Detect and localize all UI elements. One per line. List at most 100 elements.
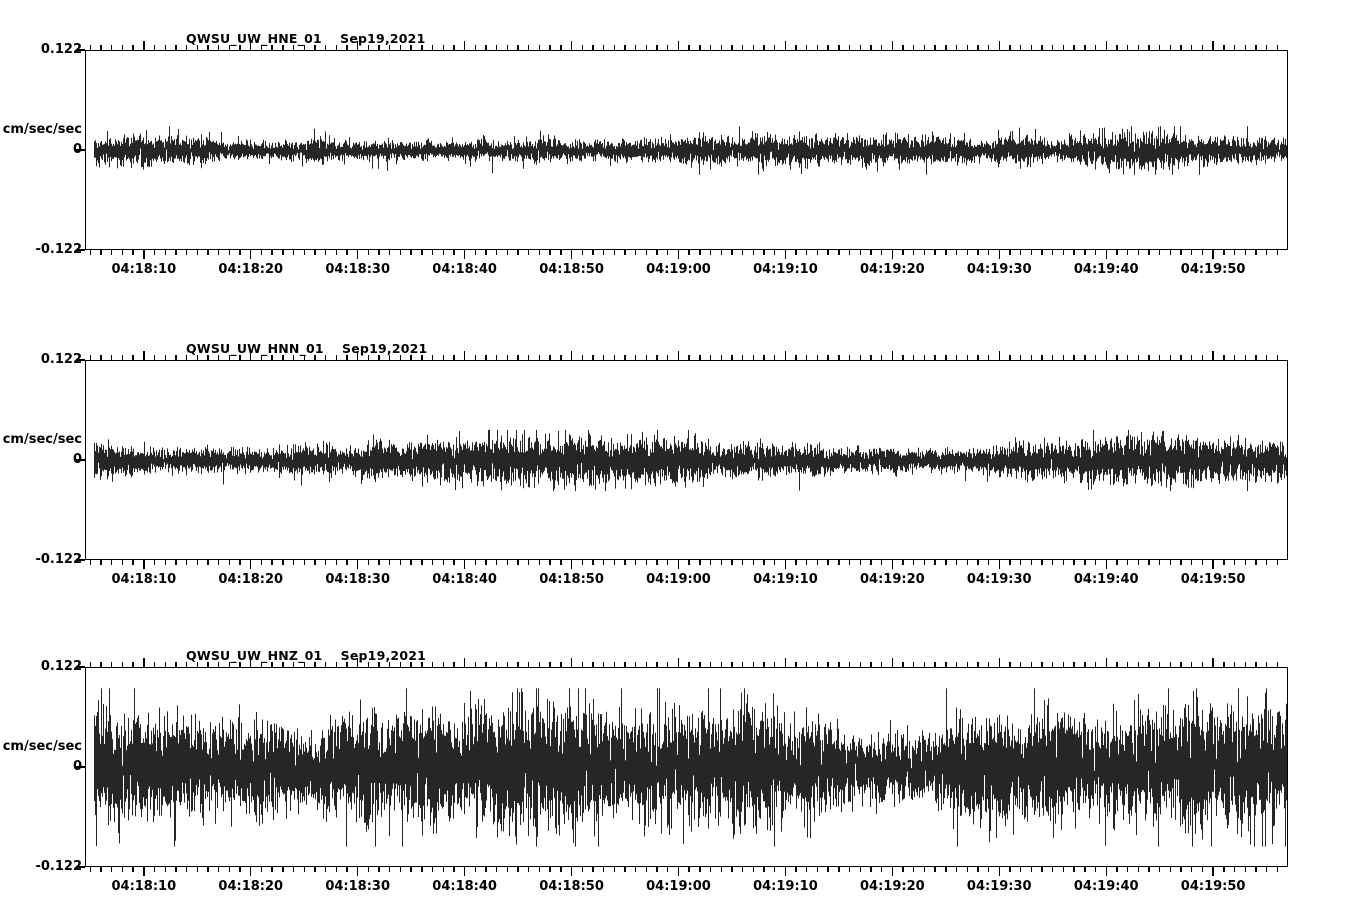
yaxis-tick	[76, 359, 85, 361]
xaxis-major-tick	[356, 867, 359, 876]
xaxis-tick-label: 04:18:10	[111, 572, 177, 587]
yaxis-unit-label-hne: cm/sec/sec	[2, 122, 82, 137]
xaxis-minor-tick-top	[164, 355, 166, 360]
xaxis-minor-tick-top	[1116, 45, 1118, 50]
xaxis-minor-tick-top	[346, 45, 348, 50]
xaxis-minor-tick	[239, 560, 241, 565]
xaxis-minor-tick	[1094, 867, 1097, 872]
xaxis-minor-tick-top	[153, 662, 156, 667]
xaxis-minor-tick	[282, 250, 284, 255]
xaxis-minor-tick-top	[656, 355, 658, 360]
xaxis-minor-tick	[111, 560, 113, 565]
xaxis-minor-tick-top	[827, 45, 829, 50]
xaxis-major-tick-top	[356, 658, 359, 667]
xaxis-minor-tick-top	[495, 355, 498, 360]
xaxis-minor-tick-top	[1223, 45, 1225, 50]
xaxis-minor-tick-top	[1191, 355, 1193, 360]
xaxis-major-tick-top	[784, 658, 787, 667]
xaxis-tick-label: 04:18:20	[218, 879, 284, 894]
xaxis-major-tick-top	[998, 351, 1000, 360]
xaxis-minor-tick-top	[1180, 45, 1182, 50]
xaxis-minor-tick-top	[731, 662, 733, 667]
xaxis-minor-tick	[731, 867, 733, 872]
xaxis-minor-tick	[977, 250, 979, 255]
xaxis-minor-tick-top	[602, 662, 605, 667]
xaxis-minor-tick	[934, 560, 936, 565]
xaxis-major-tick-top	[250, 41, 252, 50]
xaxis-minor-tick	[271, 250, 273, 255]
xaxis-minor-tick-top	[902, 45, 904, 50]
xaxis-major-tick-top	[677, 658, 680, 667]
xaxis-minor-tick-top	[1223, 662, 1225, 667]
xaxis-minor-tick-top	[720, 45, 722, 50]
xaxis-minor-tick	[314, 560, 316, 565]
xaxis-minor-tick	[421, 867, 423, 872]
xaxis-minor-tick	[923, 250, 926, 255]
xaxis-minor-tick	[121, 250, 124, 255]
xaxis-major-tick	[1105, 867, 1107, 876]
xaxis-major-tick	[891, 560, 894, 569]
xaxis-minor-tick	[602, 250, 605, 255]
xaxis-minor-tick-top	[1030, 355, 1033, 360]
xaxis-minor-tick	[303, 867, 305, 872]
xaxis-minor-tick	[389, 250, 391, 255]
xaxis-tick-label: 04:18:30	[325, 262, 391, 277]
xaxis-minor-tick-top	[592, 662, 594, 667]
xaxis-minor-tick	[581, 560, 583, 565]
xaxis-minor-tick	[1158, 867, 1161, 872]
xaxis-tick-label: 04:18:20	[218, 572, 284, 587]
xaxis-minor-tick-top	[207, 45, 209, 50]
xaxis-minor-tick-top	[474, 662, 476, 667]
xaxis-minor-tick	[1223, 560, 1225, 565]
xaxis-minor-tick-top	[1084, 355, 1086, 360]
ytick-min-hne: -0.122	[35, 242, 82, 257]
xaxis-minor-tick	[239, 250, 241, 255]
xaxis-minor-tick	[549, 250, 551, 255]
xaxis-minor-tick-top	[1041, 355, 1043, 360]
yaxis-tick	[76, 559, 85, 561]
xaxis-major-tick-top	[463, 658, 466, 667]
xaxis-major-tick-top	[891, 41, 894, 50]
xaxis-minor-tick-top	[335, 355, 337, 360]
xaxis-minor-tick-top	[699, 355, 701, 360]
xaxis-minor-tick-top	[656, 45, 658, 50]
xaxis-minor-tick-top	[1201, 662, 1204, 667]
xaxis-minor-tick-top	[1201, 355, 1204, 360]
xaxis-minor-tick	[923, 560, 926, 565]
xaxis-minor-tick	[1126, 560, 1129, 565]
xaxis-minor-tick	[1126, 867, 1129, 872]
xaxis-major-tick	[570, 250, 573, 259]
xaxis-minor-tick-top	[1084, 662, 1086, 667]
xaxis-minor-tick-top	[795, 45, 797, 50]
xaxis-minor-tick-top	[453, 45, 455, 50]
xaxis-minor-tick-top	[1169, 355, 1172, 360]
xaxis-minor-tick-top	[709, 355, 712, 360]
xaxis-minor-tick-top	[870, 45, 872, 50]
xaxis-minor-tick-top	[1116, 355, 1118, 360]
xaxis-minor-tick	[741, 560, 744, 565]
xaxis-minor-tick-top	[1180, 355, 1182, 360]
xaxis-minor-tick-top	[560, 662, 562, 667]
xaxis-major-tick-top	[1212, 351, 1214, 360]
xaxis-minor-tick-top	[1041, 662, 1043, 667]
xaxis-minor-tick-top	[1276, 355, 1278, 360]
xaxis-minor-tick-top	[880, 355, 883, 360]
xaxis-minor-tick	[367, 250, 370, 255]
xaxis-minor-tick-top	[1244, 45, 1246, 50]
xaxis-minor-tick	[688, 250, 690, 255]
xaxis-minor-tick-top	[1094, 662, 1097, 667]
xaxis-minor-tick	[1223, 867, 1225, 872]
xaxis-minor-tick-top	[175, 45, 177, 50]
xaxis-minor-tick	[89, 560, 92, 565]
xaxis-minor-tick-top	[111, 355, 113, 360]
xaxis-minor-tick-top	[485, 45, 487, 50]
xaxis-minor-tick	[913, 867, 915, 872]
xaxis-minor-tick	[207, 250, 209, 255]
xaxis-minor-tick	[1201, 560, 1204, 565]
xaxis-minor-tick	[645, 867, 648, 872]
xaxis-minor-tick	[346, 867, 348, 872]
xaxis-minor-tick	[1009, 560, 1011, 565]
xaxis-minor-tick	[902, 560, 904, 565]
xaxis-tick-label: 04:18:40	[432, 879, 497, 894]
xaxis-minor-tick	[945, 867, 947, 872]
